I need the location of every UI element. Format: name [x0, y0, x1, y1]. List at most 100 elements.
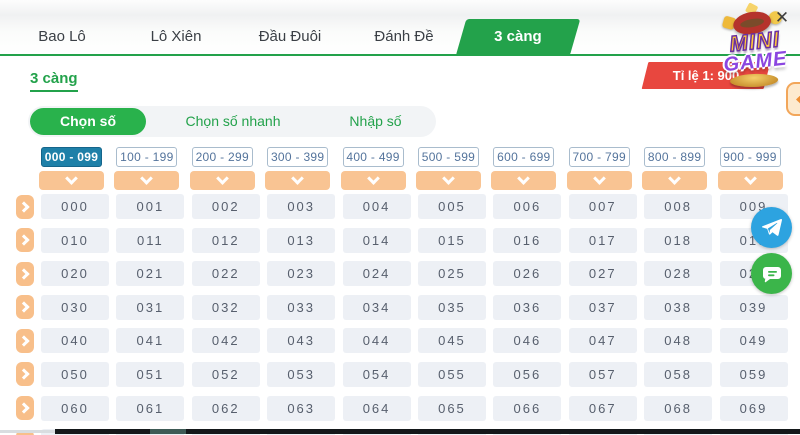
number-cell-050[interactable]: 050 — [41, 361, 109, 387]
number-cell-065[interactable]: 065 — [417, 395, 486, 421]
number-cell-034[interactable]: 034 — [342, 294, 411, 320]
number-cell-042[interactable]: 042 — [191, 328, 260, 354]
number-cell-004[interactable]: 004 — [342, 194, 411, 219]
row-expand-button-020[interactable] — [16, 261, 34, 286]
row-expand-button-050[interactable] — [16, 362, 34, 387]
collapse-panel-button[interactable] — [786, 82, 800, 116]
number-cell-011[interactable]: 011 — [116, 227, 185, 253]
close-icon[interactable]: ✕ — [774, 8, 790, 27]
number-cell-018[interactable]: 018 — [644, 227, 713, 253]
subtab-chon-so[interactable]: Chọn số — [30, 108, 146, 135]
number-cell-061[interactable]: 061 — [116, 395, 185, 421]
chat-icon[interactable] — [751, 253, 792, 294]
number-cell-057[interactable]: 057 — [568, 361, 637, 387]
number-cell-024[interactable]: 024 — [342, 261, 411, 287]
number-cell-046[interactable]: 046 — [493, 328, 562, 354]
number-cell-064[interactable]: 064 — [342, 395, 411, 421]
range-expand-button-0[interactable] — [39, 171, 104, 190]
row-expand-button-060[interactable] — [16, 396, 34, 421]
range-button-500-599[interactable]: 500 - 599 — [417, 147, 479, 167]
number-cell-027[interactable]: 027 — [568, 261, 637, 287]
range-button-900-999[interactable]: 900 - 999 — [719, 147, 781, 167]
row-expand-button-000[interactable] — [16, 194, 34, 219]
tab-3-cang[interactable]: 3 càng — [455, 19, 581, 56]
number-cell-022[interactable]: 022 — [191, 261, 260, 287]
number-cell-038[interactable]: 038 — [644, 294, 713, 320]
range-expand-button-7[interactable] — [566, 171, 632, 190]
number-cell-033[interactable]: 033 — [267, 294, 336, 320]
number-cell-054[interactable]: 054 — [342, 361, 411, 387]
number-cell-013[interactable]: 013 — [267, 227, 336, 253]
telegram-icon[interactable] — [751, 207, 792, 248]
number-cell-002[interactable]: 002 — [191, 194, 260, 219]
number-cell-052[interactable]: 052 — [191, 361, 260, 387]
number-cell-053[interactable]: 053 — [267, 361, 336, 387]
range-button-800-899[interactable]: 800 - 899 — [644, 147, 706, 167]
number-cell-015[interactable]: 015 — [417, 227, 486, 253]
number-cell-066[interactable]: 066 — [493, 395, 562, 421]
number-cell-031[interactable]: 031 — [116, 294, 185, 320]
subtab-chon-so-nhanh[interactable]: Chọn số nhanh — [185, 113, 281, 129]
row-expand-button-030[interactable] — [16, 295, 34, 320]
subtab-nhap-so[interactable]: Nhập số — [349, 113, 402, 129]
tab-lo-xien[interactable]: Lô Xiên — [119, 19, 233, 56]
number-cell-005[interactable]: 005 — [417, 194, 486, 219]
number-cell-039[interactable]: 039 — [719, 294, 788, 320]
number-cell-030[interactable]: 030 — [41, 294, 109, 320]
number-cell-023[interactable]: 023 — [267, 261, 336, 287]
number-cell-048[interactable]: 048 — [644, 328, 713, 354]
number-cell-049[interactable]: 049 — [719, 328, 788, 354]
range-button-000-099[interactable]: 000 - 099 — [41, 147, 102, 167]
number-cell-025[interactable]: 025 — [417, 261, 486, 287]
range-expand-button-4[interactable] — [340, 171, 406, 190]
range-button-400-499[interactable]: 400 - 499 — [342, 147, 404, 167]
row-expand-button-040[interactable] — [16, 328, 34, 353]
range-button-600-699[interactable]: 600 - 699 — [493, 147, 555, 167]
number-cell-017[interactable]: 017 — [568, 227, 637, 253]
number-cell-008[interactable]: 008 — [644, 194, 713, 219]
tab-bao-lo[interactable]: Bao Lô — [5, 19, 119, 56]
number-cell-060[interactable]: 060 — [41, 395, 109, 421]
number-cell-043[interactable]: 043 — [267, 328, 336, 354]
number-cell-007[interactable]: 007 — [568, 194, 637, 219]
range-expand-button-8[interactable] — [642, 171, 708, 190]
tab-dau-duoi[interactable]: Đầu Đuôi — [233, 19, 347, 56]
number-cell-055[interactable]: 055 — [417, 361, 486, 387]
number-cell-067[interactable]: 067 — [568, 395, 637, 421]
number-cell-003[interactable]: 003 — [267, 194, 336, 219]
number-cell-040[interactable]: 040 — [41, 328, 109, 354]
number-cell-012[interactable]: 012 — [191, 227, 260, 253]
number-cell-058[interactable]: 058 — [644, 361, 713, 387]
tab-danh-de[interactable]: Đánh Đề — [347, 19, 461, 56]
number-cell-051[interactable]: 051 — [116, 361, 185, 387]
number-cell-000[interactable]: 000 — [41, 194, 109, 219]
number-cell-059[interactable]: 059 — [719, 361, 788, 387]
number-cell-032[interactable]: 032 — [191, 294, 260, 320]
range-expand-button-5[interactable] — [415, 171, 481, 190]
row-expand-button-010[interactable] — [16, 228, 34, 253]
range-button-200-299[interactable]: 200 - 299 — [191, 147, 253, 167]
number-cell-036[interactable]: 036 — [493, 294, 562, 320]
number-cell-020[interactable]: 020 — [41, 261, 109, 287]
range-expand-button-2[interactable] — [189, 171, 255, 190]
number-cell-047[interactable]: 047 — [568, 328, 637, 354]
range-expand-button-3[interactable] — [265, 171, 331, 190]
range-expand-button-6[interactable] — [491, 171, 557, 190]
number-cell-041[interactable]: 041 — [116, 328, 185, 354]
number-cell-016[interactable]: 016 — [493, 227, 562, 253]
number-cell-069[interactable]: 069 — [719, 395, 788, 421]
number-cell-028[interactable]: 028 — [644, 261, 713, 287]
number-cell-045[interactable]: 045 — [417, 328, 486, 354]
range-button-300-399[interactable]: 300 - 399 — [267, 147, 329, 167]
number-cell-014[interactable]: 014 — [342, 227, 411, 253]
range-button-100-199[interactable]: 100 - 199 — [116, 147, 178, 167]
number-cell-035[interactable]: 035 — [417, 294, 486, 320]
number-cell-056[interactable]: 056 — [493, 361, 562, 387]
number-cell-006[interactable]: 006 — [493, 194, 562, 219]
number-cell-068[interactable]: 068 — [644, 395, 713, 421]
range-expand-button-1[interactable] — [114, 171, 180, 190]
number-cell-001[interactable]: 001 — [116, 194, 185, 219]
number-cell-021[interactable]: 021 — [116, 261, 185, 287]
range-button-700-799[interactable]: 700 - 799 — [568, 147, 630, 167]
number-cell-010[interactable]: 010 — [41, 227, 109, 253]
